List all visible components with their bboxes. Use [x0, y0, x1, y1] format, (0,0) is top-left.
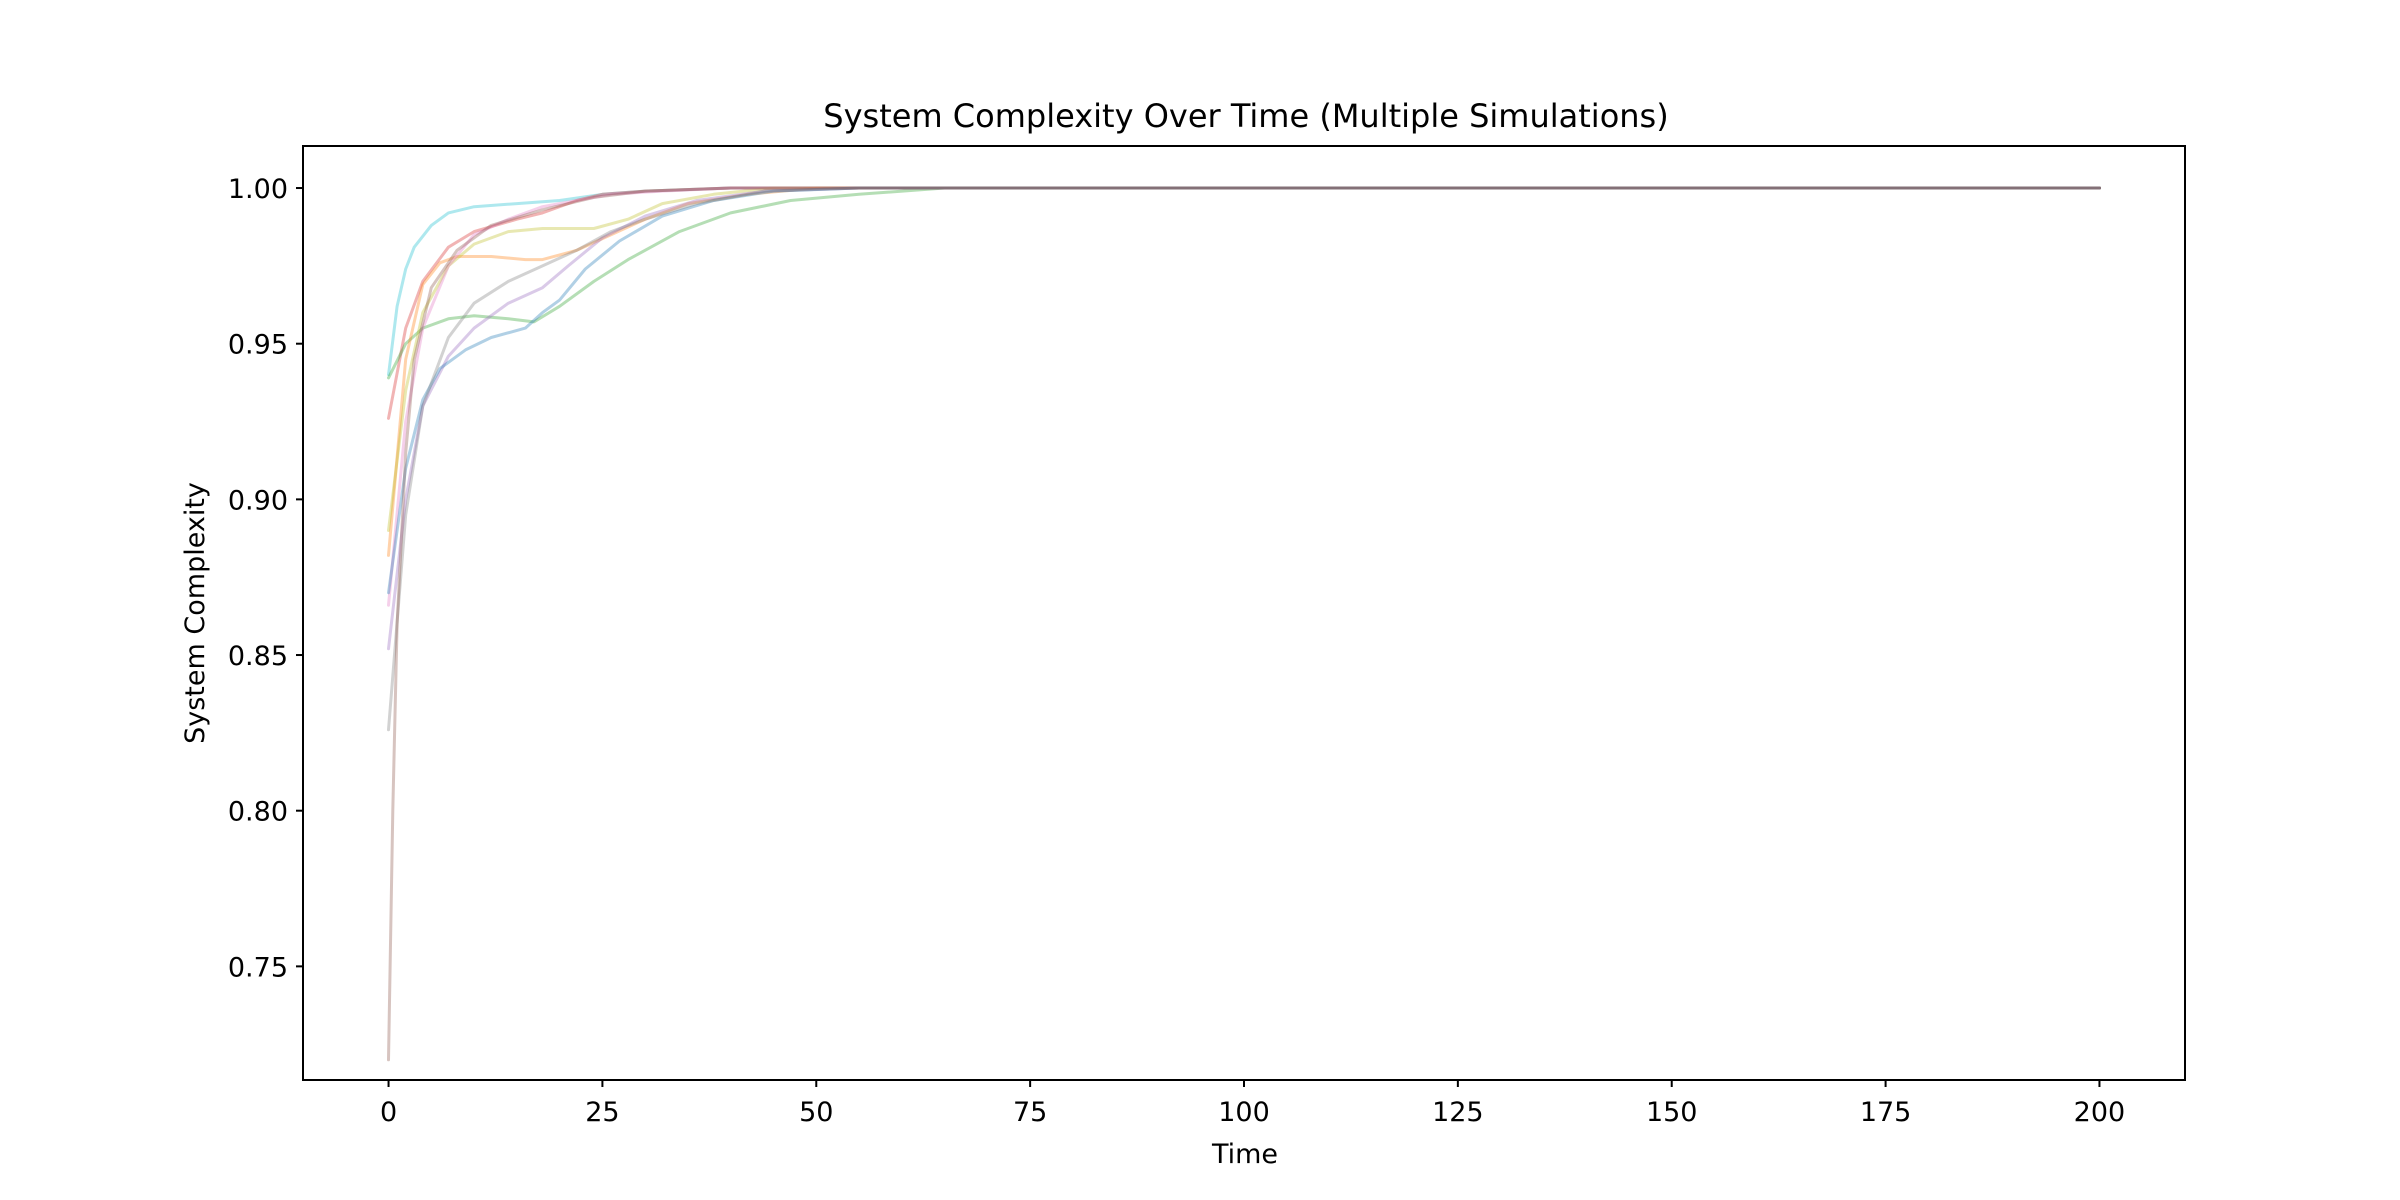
x-tick-label: 25 [585, 1097, 619, 1128]
series-line-1 [387, 186, 2101, 377]
series-line-2 [387, 186, 2101, 420]
series-line-8 [387, 186, 2101, 595]
series-line-9 [387, 186, 2101, 732]
series-group [387, 186, 2101, 1062]
x-axis-label: Time [1211, 1139, 1278, 1170]
x-tick-label: 150 [1646, 1097, 1698, 1128]
x-axis-ticks: 0 25 50 75 100 125 150 175 200 [380, 1080, 2125, 1128]
series-line-3 [387, 186, 2101, 380]
series-line-5 [387, 186, 2101, 532]
y-tick-label: 0.90 [228, 485, 288, 516]
y-axis-ticks: 0.75 0.80 0.85 0.90 0.95 1.00 [228, 174, 303, 983]
x-tick-label: 175 [1860, 1097, 1912, 1128]
series-line-6 [387, 186, 2101, 607]
x-tick-label: 0 [380, 1097, 397, 1128]
x-tick-label: 100 [1218, 1097, 1270, 1128]
y-tick-label: 1.00 [228, 174, 288, 205]
y-tick-label: 0.85 [228, 641, 288, 672]
chart-title: System Complexity Over Time (Multiple Si… [823, 97, 1668, 135]
series-line-7 [387, 186, 2101, 651]
series-line-4 [387, 186, 2101, 557]
series-line-10 [387, 186, 2101, 1062]
x-tick-label: 75 [1013, 1097, 1047, 1128]
x-tick-label: 125 [1432, 1097, 1484, 1128]
y-tick-label: 0.75 [228, 952, 288, 983]
y-tick-label: 0.95 [228, 330, 288, 361]
y-axis-label: System Complexity [180, 482, 211, 744]
x-tick-label: 200 [2074, 1097, 2126, 1128]
x-tick-label: 50 [799, 1097, 833, 1128]
y-tick-label: 0.80 [228, 797, 288, 828]
